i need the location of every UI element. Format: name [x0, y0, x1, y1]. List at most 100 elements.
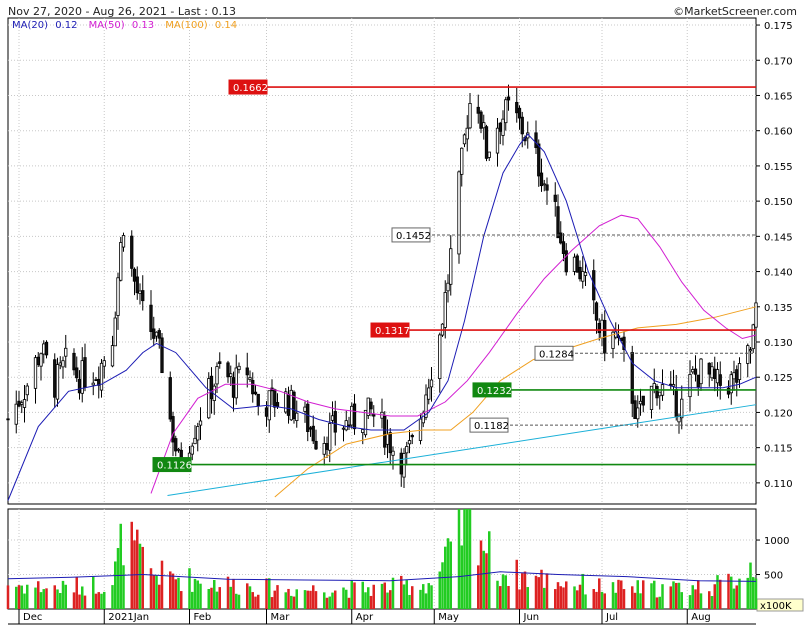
volume-bar: [688, 595, 692, 609]
candle-body: [20, 402, 24, 405]
x-tick-label: 2021Jan: [108, 612, 149, 623]
level-label: 0.1182: [474, 421, 509, 432]
volume-bar: [251, 592, 254, 609]
price-y-tick-label: 0.145: [764, 232, 793, 243]
level-label-box: [472, 382, 512, 398]
candle-body: [83, 357, 87, 388]
candle-body: [33, 357, 38, 389]
volume-bar: [595, 591, 598, 609]
x-tick-label: Feb: [194, 612, 212, 623]
candle-body: [44, 341, 49, 356]
candle-body: [575, 255, 579, 273]
volume-bar: [119, 523, 122, 609]
candle-body: [91, 382, 95, 386]
candle-body: [350, 405, 354, 426]
price-y-tick-label: 0.150: [764, 197, 793, 208]
candle-body: [369, 401, 373, 410]
candle-body: [328, 423, 332, 451]
candle-body: [564, 250, 568, 273]
price-y-tick-label: 0.155: [764, 162, 793, 173]
candle-body: [479, 111, 483, 129]
volume-bar: [515, 559, 518, 609]
price-y-tick-label: 0.160: [764, 127, 793, 138]
candle-body: [443, 292, 447, 328]
volume-bar: [26, 584, 29, 609]
volume-bar: [402, 584, 406, 609]
ma-legend: MA(20) 0.12 MA(50) 0.13 MA(100) 0.14: [12, 20, 245, 31]
volume-bar: [42, 589, 45, 609]
level-label-box: [152, 457, 192, 473]
volume-bar: [427, 583, 430, 609]
candle-body: [209, 375, 214, 400]
volume-bar: [53, 585, 56, 609]
volume-bar: [292, 596, 296, 609]
candle-body: [39, 353, 43, 367]
volume-bar: [419, 589, 422, 609]
volume-bar: [699, 593, 703, 609]
candle-body: [754, 302, 758, 328]
candle-body: [207, 378, 211, 419]
candle-body: [487, 151, 491, 158]
candle-body: [116, 277, 120, 316]
candle-body: [746, 345, 750, 364]
volume-bar: [655, 597, 659, 609]
candle-body: [429, 379, 434, 388]
volume-bar: [526, 587, 529, 609]
volume-bar: [314, 591, 318, 609]
level-label-box: [370, 322, 410, 338]
candle-body: [611, 331, 615, 349]
volume-bar: [405, 580, 408, 609]
level-label-box: [534, 345, 574, 361]
candle-body: [542, 183, 546, 186]
price-y-tick-label: 0.135: [764, 303, 793, 314]
volume-unit-label: x100K: [760, 601, 792, 612]
candle-body: [658, 391, 662, 397]
volume-bar: [169, 571, 172, 609]
candle-body: [699, 358, 703, 385]
volume-bar: [196, 580, 199, 609]
volume-bar: [446, 538, 450, 609]
candle-body: [58, 362, 62, 366]
volume-bar: [677, 582, 681, 609]
candle-body: [330, 415, 335, 421]
x-tick-label: May: [438, 612, 459, 623]
candle-body: [476, 106, 480, 114]
candle-body: [157, 330, 161, 339]
volume-bar: [749, 562, 752, 609]
volume-bar: [424, 593, 428, 609]
candle-body: [594, 302, 599, 321]
candle-body: [363, 409, 368, 436]
candle-body: [655, 386, 659, 399]
candle-body: [385, 434, 390, 445]
candle-body: [237, 365, 241, 371]
candle-body: [641, 395, 645, 406]
volume-bar: [537, 577, 540, 609]
candle-body: [102, 360, 106, 367]
volume-bar: [694, 589, 697, 609]
candle-body: [226, 362, 230, 378]
candle-body: [539, 172, 544, 187]
volume-bar: [653, 580, 656, 609]
volume-bar: [295, 589, 298, 609]
candle-body: [729, 374, 733, 394]
volume-bar: [466, 509, 469, 609]
volume-bar: [661, 584, 664, 609]
candle-body: [671, 384, 676, 387]
candle-body: [14, 403, 18, 425]
x-tick-label: Mar: [271, 612, 291, 623]
volume-bar: [680, 592, 683, 609]
candle-body: [583, 272, 588, 276]
candle-body: [141, 290, 145, 302]
volume-bar: [620, 580, 623, 609]
legend-ma100-label: MA(100): [165, 20, 208, 31]
candle-body: [347, 424, 351, 427]
candle-body: [149, 304, 153, 332]
volume-y-tick-label: 1000: [764, 536, 789, 547]
volume-bar: [386, 592, 389, 609]
volume-bar: [391, 577, 395, 609]
candle-body: [190, 445, 194, 455]
volume-bar: [496, 580, 499, 609]
volume-bar: [103, 591, 106, 609]
volume-bar: [380, 583, 384, 609]
candle-body: [130, 235, 134, 269]
